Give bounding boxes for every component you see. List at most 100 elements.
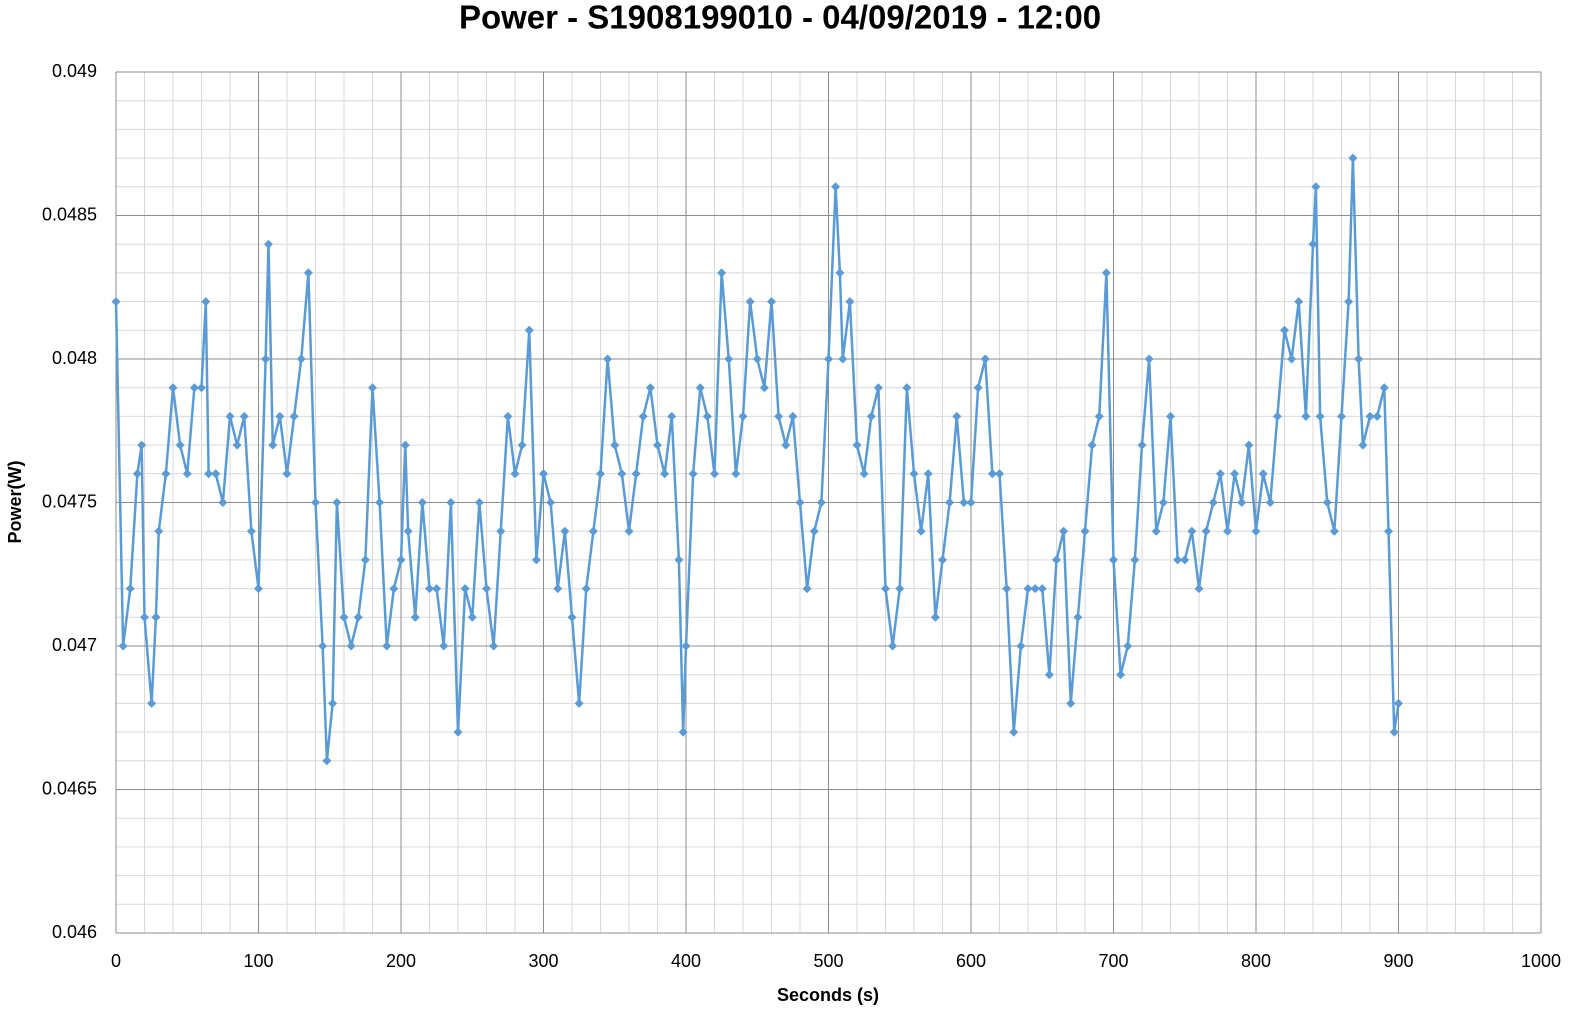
- data-line: [114, 156, 1400, 763]
- data-point: [453, 727, 463, 737]
- y-tick-label: 0.047: [52, 635, 97, 655]
- data-point: [724, 354, 734, 364]
- data-point: [1194, 584, 1204, 594]
- y-tick-label: 0.046: [52, 922, 97, 942]
- data-point: [1389, 727, 1399, 737]
- data-point: [710, 469, 719, 479]
- data-point: [638, 411, 648, 421]
- data-point: [1158, 498, 1168, 507]
- data-point: [1379, 383, 1389, 393]
- data-point: [322, 756, 332, 766]
- data-point: [645, 383, 655, 393]
- data-point: [296, 354, 306, 364]
- data-point: [360, 555, 370, 565]
- data-point: [125, 584, 135, 594]
- data-point: [916, 526, 926, 536]
- y-tick-label: 0.0475: [42, 491, 97, 511]
- data-point: [1344, 297, 1354, 307]
- data-point: [161, 469, 171, 479]
- data-point: [1237, 498, 1247, 507]
- data-point: [275, 411, 285, 421]
- data-point: [1087, 440, 1097, 450]
- data-point: [524, 325, 534, 335]
- data-point: [1258, 469, 1268, 479]
- data-point: [923, 469, 933, 479]
- data-point: [624, 526, 634, 536]
- data-point: [1116, 670, 1126, 680]
- data-point: [1023, 584, 1033, 594]
- data-point: [261, 354, 271, 364]
- x-tick-label: 0: [111, 951, 121, 971]
- data-point: [717, 268, 727, 278]
- data-point: [432, 584, 442, 594]
- chart-title: Power - S1908199010 - 04/09/2019 - 12:00: [459, 0, 1101, 36]
- data-point: [781, 440, 791, 450]
- data-point: [767, 297, 776, 307]
- data-point: [938, 555, 947, 565]
- data-point: [980, 354, 990, 364]
- data-point: [835, 268, 845, 278]
- data-point: [328, 698, 338, 708]
- data-point: [1030, 584, 1040, 594]
- data-point: [731, 469, 741, 479]
- data-point: [1044, 670, 1054, 680]
- data-point: [1308, 239, 1318, 249]
- data-point: [1208, 498, 1218, 507]
- data-point: [311, 498, 320, 507]
- data-point: [1230, 469, 1240, 479]
- data-point: [895, 584, 905, 594]
- data-point: [246, 526, 256, 536]
- data-point: [1037, 584, 1047, 594]
- data-point: [503, 411, 513, 421]
- data-point: [175, 440, 185, 450]
- data-point: [831, 182, 841, 192]
- data-point: [688, 469, 698, 479]
- data-point: [966, 498, 976, 507]
- data-point: [400, 440, 410, 450]
- data-point: [140, 612, 149, 622]
- data-point: [838, 354, 848, 364]
- data-point: [1287, 354, 1297, 364]
- data-point: [1272, 411, 1282, 421]
- data-point: [581, 584, 591, 594]
- data-point: [1384, 526, 1394, 536]
- data-point: [489, 641, 499, 651]
- data-point: [653, 440, 662, 450]
- data-point: [132, 469, 142, 479]
- data-point: [1166, 411, 1175, 421]
- y-axis-title: Power(W): [5, 460, 25, 543]
- data-point: [168, 383, 178, 393]
- x-tick-label: 100: [243, 951, 273, 971]
- data-point: [1280, 325, 1289, 335]
- x-tick-label: 500: [813, 951, 843, 971]
- data-point: [517, 440, 527, 450]
- data-point: [681, 641, 691, 651]
- data-point: [930, 612, 940, 622]
- data-point: [888, 641, 898, 651]
- data-point: [417, 498, 427, 507]
- data-point: [1123, 641, 1133, 651]
- data-point: [567, 612, 577, 622]
- data-point: [211, 469, 221, 479]
- data-point: [752, 354, 762, 364]
- data-point: [482, 584, 491, 594]
- data-point: [467, 612, 477, 622]
- data-point: [389, 584, 399, 594]
- data-point: [282, 469, 292, 479]
- data-point: [995, 469, 1004, 479]
- data-point: [318, 641, 328, 651]
- data-point: [1073, 612, 1083, 622]
- data-point: [1144, 354, 1154, 364]
- data-point: [204, 469, 214, 479]
- data-point: [346, 641, 356, 651]
- x-tick-label: 600: [956, 951, 986, 971]
- data-point: [225, 411, 235, 421]
- data-point: [702, 411, 712, 421]
- data-point: [382, 641, 392, 651]
- data-point: [909, 469, 919, 479]
- data-point: [425, 584, 434, 594]
- data-point: [1358, 440, 1368, 450]
- plot-area: [111, 153, 1403, 766]
- data-point: [1059, 526, 1069, 536]
